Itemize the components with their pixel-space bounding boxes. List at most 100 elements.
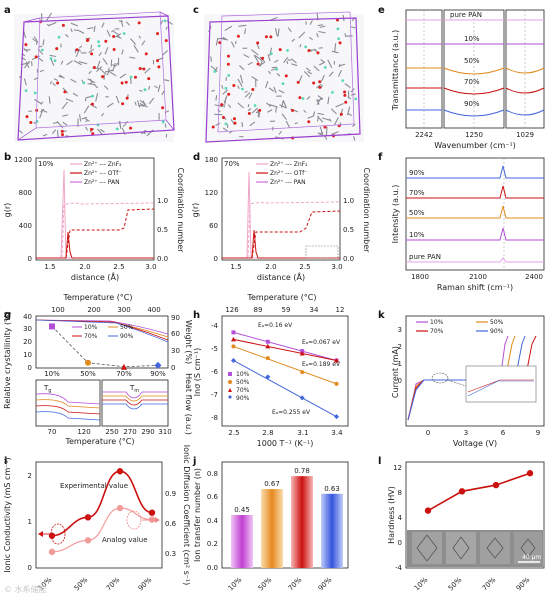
y2tick-d-0: 0.0 [343, 255, 354, 263]
bond [165, 26, 168, 30]
bond [163, 79, 170, 82]
bond [316, 97, 322, 106]
atom-o [211, 125, 215, 129]
bond [221, 84, 224, 90]
bond [268, 87, 275, 92]
y2label-b: Coordination number [176, 168, 185, 254]
bond [38, 57, 44, 62]
point-h-90%-1 [265, 374, 271, 380]
point-h-90%-2 [299, 395, 305, 401]
bond [321, 117, 331, 121]
bond [39, 110, 43, 119]
hardness-point-90% [526, 470, 534, 477]
bond [350, 93, 356, 96]
panel-label-j: j [192, 456, 196, 467]
bond [18, 129, 23, 134]
bond [139, 103, 148, 108]
bond [256, 43, 260, 50]
bond [115, 95, 120, 104]
atom-zn [163, 19, 167, 23]
atom-o [264, 35, 268, 39]
top-xtick-g-1: 200 [87, 306, 100, 314]
bond [317, 24, 324, 27]
bond [294, 122, 298, 125]
atom-zn [122, 32, 126, 35]
atom-zn [91, 94, 94, 98]
bond [62, 114, 69, 117]
ylabel-b: g(r) [3, 203, 12, 218]
atom-o [24, 43, 28, 47]
point-h-10%-0 [231, 330, 236, 335]
xlabel-f: Raman shift (cm⁻¹) [437, 283, 513, 292]
chart-f: 90% 70% 50% 10% pure PAN Intensity (a.u.… [391, 157, 545, 292]
bond [327, 96, 330, 105]
chart-l: 40 μm Hardness (HV) -4 0 4 8 12 10% 50% … [387, 461, 545, 593]
bond [56, 120, 64, 129]
bond [60, 60, 64, 65]
atom-o [29, 121, 33, 125]
bond [104, 47, 109, 55]
y2tick-g-0: 0 [171, 364, 175, 372]
bond [161, 90, 165, 96]
bond [73, 29, 79, 32]
xtick-k-0: 0 [426, 429, 430, 437]
axes-g-br [101, 379, 169, 427]
bond [303, 70, 311, 78]
ea-h-1: Eₐ=0.067 eV [302, 339, 341, 346]
bond [106, 102, 114, 108]
ytick-g-3: 30 [23, 325, 32, 333]
point-h-50%-3 [334, 381, 339, 386]
point-h-70%-1 [265, 343, 271, 349]
molecule-cloud-a [18, 12, 173, 138]
bond [96, 128, 104, 136]
atom-o [142, 67, 146, 71]
point-i-0-0 [48, 532, 56, 539]
atom-zn [269, 52, 273, 56]
bond [254, 54, 263, 61]
point-h-70%-3 [334, 357, 340, 363]
axes-frame-f [405, 157, 545, 271]
axes-g-top [35, 315, 169, 369]
atom-o [61, 23, 65, 27]
ytick-g-1: 10 [23, 351, 32, 359]
bond [283, 56, 289, 64]
axes-frame-i [35, 461, 163, 569]
xtick-e-1: 1250 [465, 131, 483, 139]
atom-o [101, 75, 105, 79]
bond [70, 22, 79, 27]
atom-o [226, 62, 230, 66]
bond [215, 37, 219, 46]
bond [46, 12, 53, 21]
atom-o [256, 62, 260, 66]
atom-o [156, 32, 160, 36]
bond [243, 53, 250, 58]
legend-b-item-2: Zn²⁺ --- PAN [84, 179, 120, 186]
y2tick-b-1: 0.5 [157, 226, 168, 234]
tag-b: 10% [38, 160, 54, 168]
cat-l-0: 10% [413, 576, 430, 593]
top-xlabel-g: Temperature (°C) [62, 293, 132, 302]
xtick-h-0: 2.5 [228, 429, 239, 437]
xtick-f-2: 2400 [525, 273, 543, 281]
label-e-0: pure PAN [450, 11, 482, 19]
ylabel-k: Current (mA) [391, 346, 400, 398]
bond [316, 97, 324, 102]
point-i-0-1 [84, 514, 92, 521]
y2tick-g-2: 60 [171, 330, 180, 338]
bond [337, 69, 342, 77]
bond [285, 120, 291, 129]
xtick-g-br-1: 270 [123, 428, 136, 436]
axes-frame-l [405, 461, 545, 569]
bond [61, 101, 68, 110]
atom-o [164, 39, 168, 43]
atom-zn [286, 49, 289, 52]
atom-zn [301, 97, 305, 100]
legend-b-item-1: Zn²⁺ --- OTf⁻ [84, 170, 121, 177]
atom-o [298, 96, 302, 100]
xtick-g-br-3: 310 [158, 428, 171, 436]
bottom-xlabel-g: Temperature (°C) [64, 437, 134, 446]
bond [250, 49, 259, 56]
chart-h: Temperature (°C) 126 89 59 34 12 10% 50%… [193, 293, 349, 448]
atom-zn [224, 122, 228, 126]
atom-o [343, 93, 347, 97]
